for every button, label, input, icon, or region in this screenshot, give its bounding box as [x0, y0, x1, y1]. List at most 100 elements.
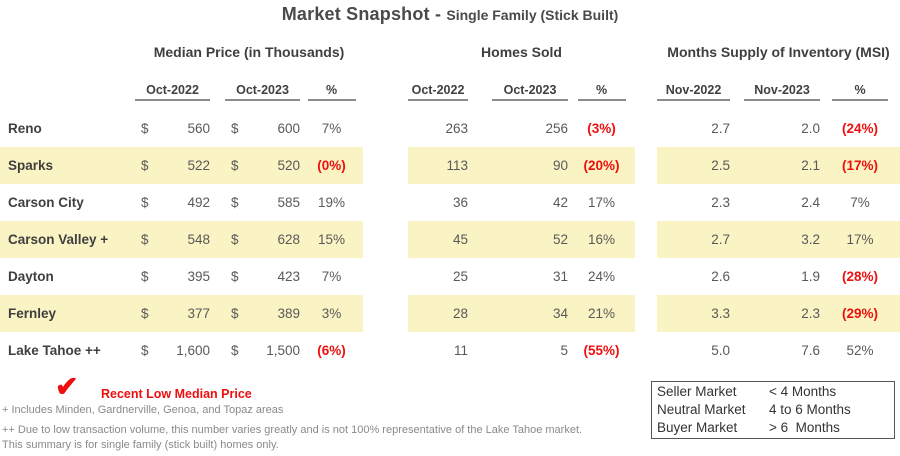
- currency-symbol: $: [231, 306, 239, 321]
- mp-pct-change: (0%): [317, 158, 346, 173]
- page-title: Market Snapshot - Single Family (Stick B…: [0, 4, 900, 25]
- currency-symbol: $: [141, 158, 149, 173]
- msi-2022-value: 2.7: [711, 232, 730, 247]
- msi-cells: 2.3 2.4 7%: [657, 184, 900, 221]
- msi-2023-value: 1.9: [801, 269, 820, 284]
- region-label: Fernley: [8, 306, 57, 321]
- hs-pct-change: 16%: [587, 232, 616, 247]
- currency-symbol: $: [231, 269, 239, 284]
- mp-pct-change: 3%: [321, 306, 342, 321]
- median-price-cells: Carson Valley + $ 548 $ 628 15%: [0, 221, 363, 258]
- msi-cells: 5.0 7.6 52%: [657, 332, 900, 369]
- legend-buyer-row: Buyer Market > 6 Months: [652, 419, 894, 437]
- mp-2023-value: 1,500: [266, 343, 300, 358]
- col-mp-oct2023: Oct-2023: [225, 83, 300, 101]
- currency-symbol: $: [231, 195, 239, 210]
- median-price-cells: Sparks $ 522 $ 520 (0%): [0, 147, 363, 184]
- table-row: Dayton $ 395 $ 423 7% 25 31 24% 2.6 1.9 …: [0, 258, 900, 295]
- hs-2023-value: 52: [552, 232, 568, 247]
- hs-pct-change: 24%: [587, 269, 616, 284]
- mp-2023-value: 628: [277, 232, 300, 247]
- msi-pct-change: 52%: [846, 343, 874, 358]
- currency-symbol: $: [231, 232, 239, 247]
- mp-2022-value: 395: [187, 269, 210, 284]
- homes-sold-cells: 25 31 24%: [408, 258, 635, 295]
- hs-2022-value: 113: [446, 158, 468, 173]
- msi-cells: 2.7 2.0 (24%): [657, 110, 900, 147]
- hs-2022-value: 11: [453, 343, 468, 358]
- msi-pct-change: (29%): [841, 306, 878, 321]
- median-price-cells: Reno $ 560 $ 600 7%: [0, 110, 363, 147]
- mp-pct-change: (6%): [317, 343, 346, 358]
- mp-2023-value: 585: [277, 195, 300, 210]
- col-mp-oct2022: Oct-2022: [135, 83, 210, 101]
- msi-2022-value: 2.7: [711, 121, 730, 136]
- mp-2022-value: 492: [187, 195, 210, 210]
- mp-2023-value: 423: [277, 269, 300, 284]
- homes-sold-cells: 28 34 21%: [408, 295, 635, 332]
- legend-seller-range: < 4 Months: [769, 384, 837, 399]
- col-msi-nov2023: Nov-2023: [744, 83, 820, 101]
- col-msi-nov2022: Nov-2022: [657, 83, 730, 101]
- hs-pct-change: (55%): [583, 343, 620, 358]
- msi-pct-change: (24%): [841, 121, 878, 136]
- msi-pct-change: 17%: [846, 232, 874, 247]
- region-label: Reno: [8, 121, 42, 136]
- mp-2022-value: 1,600: [176, 343, 210, 358]
- mp-pct-change: 7%: [321, 121, 342, 136]
- hs-2022-value: 28: [452, 306, 468, 321]
- mp-2023-value: 520: [277, 158, 300, 173]
- hs-2023-value: 42: [552, 195, 568, 210]
- hs-2023-value: 256: [545, 121, 568, 136]
- region-label: Carson Valley +: [8, 232, 109, 247]
- mp-pct-change: 7%: [321, 269, 342, 284]
- currency-symbol: $: [231, 121, 239, 136]
- footnote-plus-plus: ++ Due to low transaction volume, this n…: [2, 424, 583, 436]
- legend-buyer-label: Buyer Market: [657, 420, 738, 435]
- hs-2023-value: 90: [552, 158, 568, 173]
- currency-symbol: $: [231, 158, 239, 173]
- msi-2023-value: 2.3: [801, 306, 820, 321]
- homes-sold-cells: 45 52 16%: [408, 221, 635, 258]
- homes-sold-cells: 263 256 (3%): [408, 110, 635, 147]
- section-median-price: Median Price (in Thousands): [153, 44, 345, 60]
- mp-2022-value: 548: [187, 232, 210, 247]
- mp-pct-change: 19%: [317, 195, 346, 210]
- legend-seller-row: Seller Market < 4 Months: [652, 383, 894, 401]
- col-msi-pct: %: [832, 83, 888, 101]
- msi-2022-value: 5.0: [711, 343, 730, 358]
- footnote-summary: This summary is for single family (stick…: [2, 439, 279, 451]
- region-label: Lake Tahoe ++: [8, 343, 101, 358]
- hs-2022-value: 25: [452, 269, 468, 284]
- msi-legend-box: Seller Market < 4 Months Neutral Market …: [651, 381, 895, 439]
- msi-2022-value: 2.5: [711, 158, 730, 173]
- region-label: Carson City: [8, 195, 84, 210]
- msi-pct-change: 7%: [850, 195, 870, 210]
- mp-2022-value: 560: [187, 121, 210, 136]
- currency-symbol: $: [141, 306, 149, 321]
- currency-symbol: $: [141, 232, 149, 247]
- homes-sold-cells: 11 5 (55%): [408, 332, 635, 369]
- legend-neutral-range: 4 to 6 Months: [769, 402, 851, 417]
- currency-symbol: $: [141, 269, 149, 284]
- currency-symbol: $: [231, 343, 239, 358]
- msi-2023-value: 2.4: [801, 195, 820, 210]
- median-price-cells: Dayton $ 395 $ 423 7%: [0, 258, 363, 295]
- region-label: Dayton: [8, 269, 54, 284]
- table-row: Carson Valley + $ 548 $ 628 15% 45 52 16…: [0, 221, 900, 258]
- median-price-cells: Fernley $ 377 $ 389 3%: [0, 295, 363, 332]
- table-row: Lake Tahoe ++ $ 1,600 $ 1,500 (6%) 11 5 …: [0, 332, 900, 369]
- mp-2023-value: 389: [277, 306, 300, 321]
- hs-pct-change: (3%): [587, 121, 616, 136]
- hs-pct-change: 21%: [587, 306, 616, 321]
- hs-2023-value: 34: [552, 306, 568, 321]
- currency-symbol: $: [141, 195, 149, 210]
- msi-cells: 2.7 3.2 17%: [657, 221, 900, 258]
- col-hs-oct2022: Oct-2022: [408, 83, 468, 101]
- median-price-cells: Carson City $ 492 $ 585 19%: [0, 184, 363, 221]
- title-separator: -: [429, 4, 447, 24]
- hs-2022-value: 45: [452, 232, 468, 247]
- homes-sold-cells: 36 42 17%: [408, 184, 635, 221]
- msi-2023-value: 3.2: [801, 232, 820, 247]
- currency-symbol: $: [141, 343, 149, 358]
